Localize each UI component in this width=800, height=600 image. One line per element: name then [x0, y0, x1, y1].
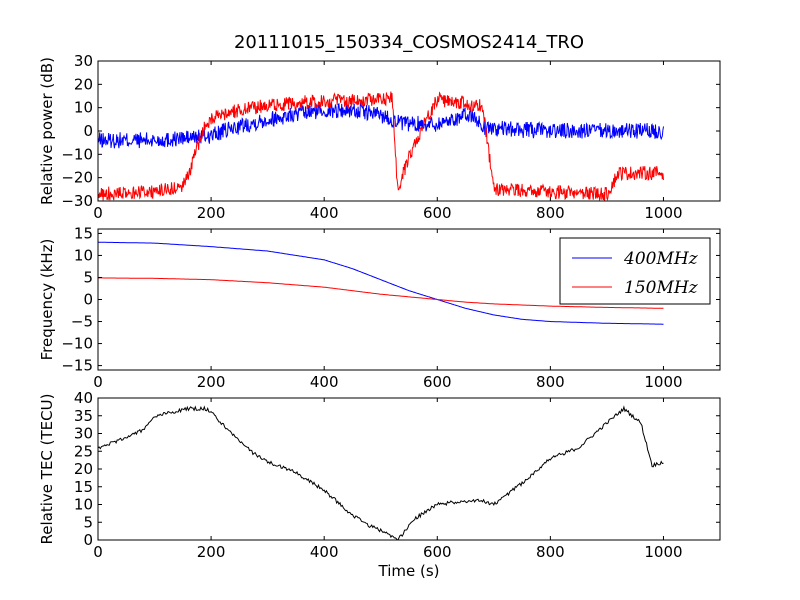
- y-tick-label: 5: [83, 513, 93, 531]
- y-tick-label: 15: [74, 478, 93, 496]
- y-tick-label: 30: [74, 425, 93, 443]
- x-tick-label: 800: [536, 543, 565, 561]
- y-tick-label: 30: [74, 52, 93, 70]
- series-line-150MHz: [98, 277, 664, 309]
- y-tick-label: 10: [74, 99, 93, 117]
- y-tick-label: −10: [61, 145, 93, 163]
- y-axis-label: Frequency (kHz): [38, 239, 56, 361]
- x-tick-label: 1000: [644, 373, 682, 391]
- legend: 400MHz 150MHz: [559, 237, 711, 305]
- y-tick-label: 0: [83, 531, 93, 549]
- x-tick-label: 800: [536, 204, 565, 222]
- x-tick-label: 400: [310, 373, 339, 391]
- y-tick-label: −20: [61, 169, 93, 187]
- y-tick-label: 25: [74, 442, 93, 460]
- y-tick-label: 15: [74, 224, 93, 242]
- y-tick-label: −15: [61, 357, 93, 375]
- y-tick-label: 20: [74, 460, 93, 478]
- x-tick-label: 400: [310, 543, 339, 561]
- x-tick-label: 600: [423, 373, 452, 391]
- chart-title: 20111015_150334_COSMOS2414_TRO: [234, 32, 584, 53]
- y-tick-label: 10: [74, 246, 93, 264]
- y-tick-label: 35: [74, 407, 93, 425]
- x-tick-label: 200: [197, 373, 226, 391]
- x-tick-label: 600: [423, 204, 452, 222]
- y-axis-label: Relative power (dB): [38, 57, 56, 205]
- x-tick-label: 600: [423, 543, 452, 561]
- x-tick-label: 0: [93, 204, 103, 222]
- y-tick-label: −30: [61, 192, 93, 210]
- y-tick-label: 20: [74, 75, 93, 93]
- series-line-400MHz: [98, 241, 664, 325]
- y-axis-label: Relative TEC (TECU): [38, 394, 56, 545]
- x-tick-label: 200: [197, 204, 226, 222]
- legend-label: 400MHz: [623, 249, 699, 269]
- y-tick-label: 0: [83, 291, 93, 309]
- x-tick-label: 0: [93, 543, 103, 561]
- y-tick-label: 5: [83, 268, 93, 286]
- y-tick-label: 40: [74, 389, 93, 407]
- y-tick-label: 0: [83, 122, 93, 140]
- series-line-series-1: [98, 101, 664, 149]
- x-tick-label: 1000: [644, 204, 682, 222]
- panel-2: 0 200 400 600 800 1000 −15 −10 −5 0 5 10 15 Frequency…: [38, 224, 721, 391]
- x-tick-label: 0: [93, 373, 103, 391]
- y-tick-label: 10: [74, 496, 93, 514]
- y-tick-label: −10: [61, 335, 93, 353]
- x-tick-label: 800: [536, 373, 565, 391]
- legend-label: 150MHz: [624, 278, 699, 298]
- x-tick-label: 200: [197, 543, 226, 561]
- series-line-series-1: [98, 405, 664, 540]
- x-tick-label: 1000: [644, 543, 682, 561]
- panel-1: 0 200 400 600 800 1000 −30 −20 −10 0 10 20 30 Relativ…: [38, 52, 721, 222]
- series-line-series-2: [98, 91, 664, 201]
- x-axis-label: Time (s): [378, 562, 440, 580]
- y-tick-label: −5: [71, 313, 93, 331]
- x-tick-label: 400: [310, 204, 339, 222]
